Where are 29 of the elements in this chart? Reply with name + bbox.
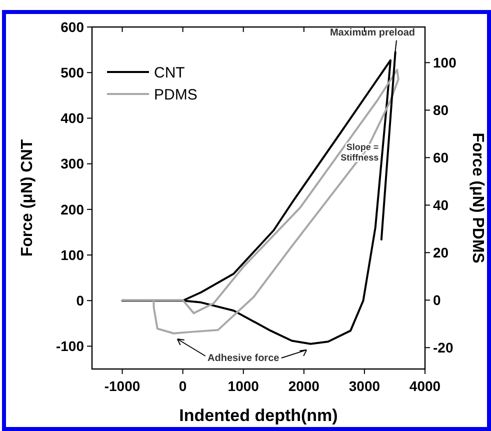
x-axis-title: Indented depth(nm): [179, 406, 338, 425]
y-tick-label: 500: [60, 64, 84, 80]
y2-tick-label: 60: [433, 150, 449, 166]
y2-tick-label: 100: [433, 54, 457, 71]
y-tick-label: 400: [60, 110, 84, 126]
y2-tick-label: 40: [433, 197, 449, 214]
y2-tick-label: 0: [433, 292, 441, 308]
x-tick-label: 0: [178, 378, 187, 394]
annotation: Maximum preload: [330, 27, 416, 38]
y2-axis-title: Force (μN) PDMS: [469, 132, 486, 264]
x-tick-label: 1000: [228, 378, 260, 394]
x-tick-label: 2000: [288, 378, 320, 394]
x-tick-label: -1000: [104, 378, 140, 394]
y-tick-label: -100: [56, 338, 84, 354]
legend-label: PDMS: [154, 86, 198, 104]
y-tick-label: 200: [60, 201, 84, 218]
annotation: Adhesive force: [208, 353, 280, 364]
y-axis-title: Force (μN) CNT: [19, 139, 36, 257]
y-tick-label: 0: [76, 292, 84, 308]
y2-tick-label: 20: [433, 244, 449, 261]
y-tick-label: 600: [60, 18, 84, 35]
annotation: Slope = Stiffness: [340, 142, 379, 163]
x-tick-label: 4000: [409, 378, 441, 394]
y-tick-label: 300: [60, 156, 84, 172]
legend-label: CNT: [154, 64, 185, 82]
y2-tick-label: -20: [433, 340, 454, 356]
y-tick-label: 100: [60, 246, 84, 263]
x-tick-label: 3000: [348, 378, 380, 394]
y2-tick-label: 80: [433, 102, 449, 118]
